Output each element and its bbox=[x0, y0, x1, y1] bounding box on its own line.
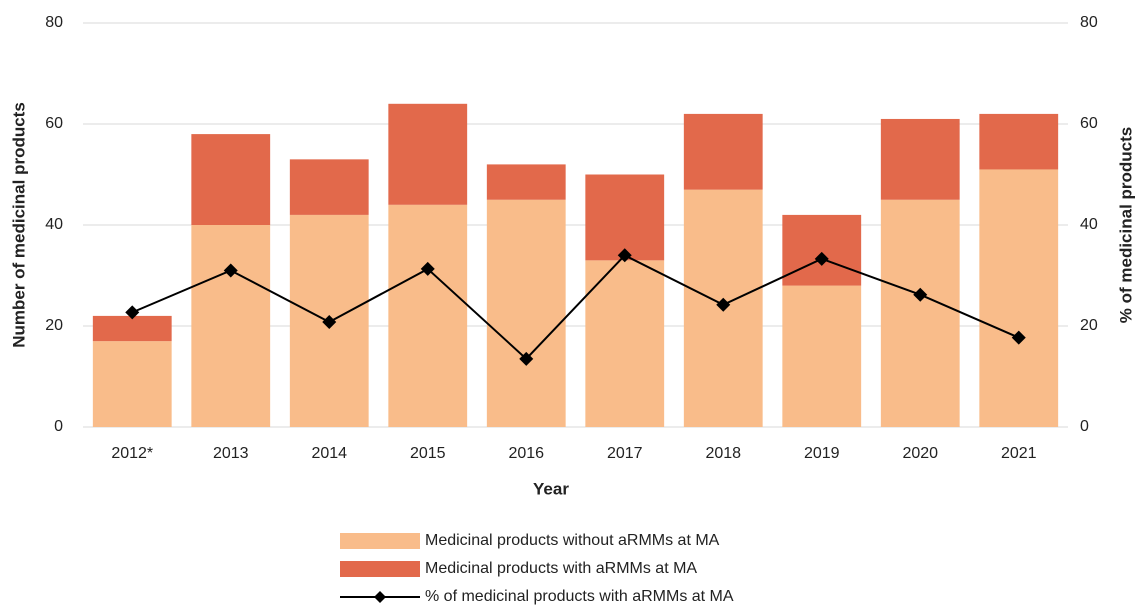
bar bbox=[880, 118, 960, 200]
line-marker bbox=[420, 261, 435, 276]
y2-tick-label: 0 bbox=[1080, 418, 1089, 435]
legend-marker bbox=[374, 591, 386, 603]
x-tick-label: 2018 bbox=[705, 445, 741, 462]
x-axis-title: Year bbox=[533, 479, 569, 498]
x-tick-label: 2021 bbox=[1001, 445, 1037, 462]
bar bbox=[683, 113, 763, 190]
y2-tick-label: 40 bbox=[1080, 216, 1098, 233]
line-marker bbox=[322, 314, 337, 329]
bar bbox=[486, 164, 566, 200]
line-marker bbox=[617, 248, 632, 263]
y-axis-title: Number of medicinal products bbox=[9, 102, 28, 348]
y2-axis-title: % of medicinal products bbox=[1116, 127, 1135, 323]
line-marker bbox=[125, 305, 140, 320]
bar bbox=[388, 204, 468, 427]
bar bbox=[782, 285, 862, 427]
y-tick-label: 20 bbox=[45, 317, 63, 334]
bar bbox=[191, 225, 271, 427]
x-tick-label: 2019 bbox=[804, 445, 840, 462]
bar bbox=[388, 103, 468, 205]
bar bbox=[92, 341, 172, 427]
legend-swatch bbox=[340, 533, 420, 549]
y2-tick-label: 20 bbox=[1080, 317, 1098, 334]
bar bbox=[92, 315, 172, 342]
bar bbox=[979, 113, 1059, 170]
bar bbox=[289, 159, 369, 215]
bar bbox=[585, 174, 665, 261]
line-marker bbox=[814, 251, 829, 266]
line-marker bbox=[519, 351, 534, 366]
bar bbox=[486, 199, 566, 427]
line-marker bbox=[223, 263, 238, 278]
x-tick-label: 2016 bbox=[508, 445, 544, 462]
y-tick-label: 40 bbox=[45, 216, 63, 233]
bar bbox=[880, 199, 960, 427]
x-tick-label: 2017 bbox=[607, 445, 643, 462]
y2-tick-label: 60 bbox=[1080, 115, 1098, 132]
line-series bbox=[131, 254, 1020, 361]
y-tick-label: 60 bbox=[45, 115, 63, 132]
legend-label: % of medicinal products with aRMMs at MA bbox=[425, 588, 734, 605]
line-marker bbox=[716, 297, 731, 312]
legend-swatch bbox=[340, 561, 420, 577]
line-marker bbox=[1011, 330, 1026, 345]
bar bbox=[782, 214, 862, 286]
y2-tick-label: 80 bbox=[1080, 14, 1098, 31]
x-tick-label: 2015 bbox=[410, 445, 446, 462]
bar bbox=[191, 134, 271, 225]
x-tick-label: 2013 bbox=[213, 445, 249, 462]
bar bbox=[979, 169, 1059, 427]
y-tick-label: 80 bbox=[45, 14, 63, 31]
x-tick-label: 2020 bbox=[902, 445, 938, 462]
y-tick-label: 0 bbox=[54, 418, 63, 435]
bar bbox=[585, 260, 665, 427]
x-tick-label: 2014 bbox=[311, 445, 347, 462]
line-marker bbox=[913, 287, 928, 302]
x-tick-label: 2012* bbox=[111, 445, 153, 462]
legend-label: Medicinal products with aRMMs at MA bbox=[425, 560, 697, 577]
legend-label: Medicinal products without aRMMs at MA bbox=[425, 532, 720, 549]
